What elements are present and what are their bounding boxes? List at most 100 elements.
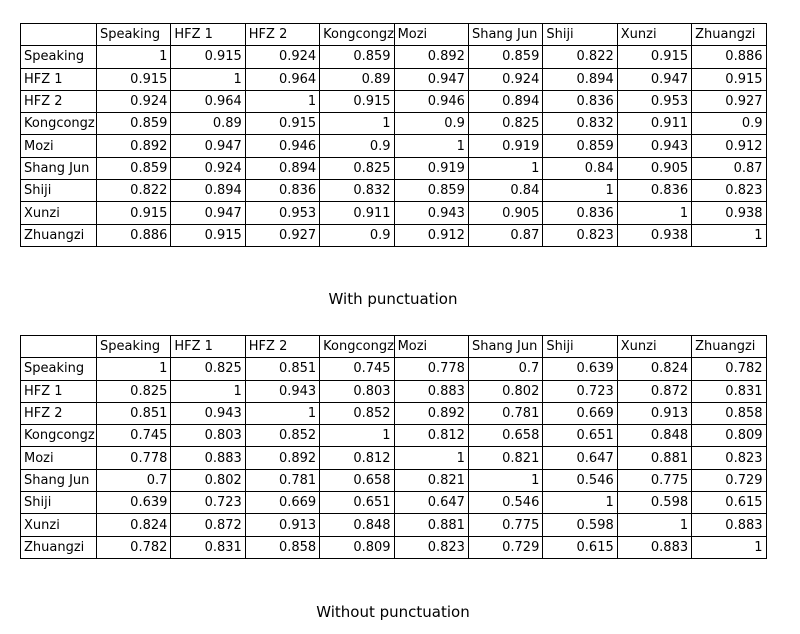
value-cell: 0.915 — [616, 45, 693, 69]
value-cell: 0.924 — [467, 67, 544, 91]
value-cell: 1 — [393, 446, 469, 470]
value-cell: 1 — [691, 535, 767, 559]
column-header: Shiji — [542, 22, 618, 47]
value-cell: 1 — [393, 134, 469, 158]
value-cell: 0.883 — [691, 513, 767, 537]
value-cell: 0.915 — [691, 67, 767, 91]
similarity-table: Speaking HFZ 1 HFZ 2 Kongcongz Mozi Shang Jun… — [20, 22, 767, 247]
value-cell: 0.822 — [95, 179, 172, 203]
column-header: HFZ 1 — [170, 22, 246, 47]
value-cell: 0.946 — [244, 134, 321, 158]
value-cell: 0.905 — [467, 201, 544, 225]
value-cell: 0.809 — [319, 535, 395, 559]
value-cell: 0.946 — [393, 89, 469, 114]
row-label: Zhuangzi — [20, 535, 97, 559]
column-header: Kongcongz — [319, 334, 395, 359]
column-header: HFZ 1 — [170, 334, 246, 359]
value-cell: 0.894 — [467, 89, 544, 114]
row-label: Xunzi — [20, 513, 97, 537]
value-cell: 0.938 — [616, 223, 693, 247]
header-row: Speaking HFZ 1 HFZ 2 Kongcongz Mozi Shang Jun… — [20, 334, 767, 359]
data-row: Xunzi 0.915 0.947 0.953 0.911 0.943 0.905 0.836… — [20, 201, 767, 225]
value-cell: 0.919 — [393, 156, 469, 181]
corner-cell — [20, 334, 97, 359]
value-cell: 0.859 — [95, 156, 172, 181]
row-label: Shiji — [20, 491, 97, 515]
value-cell: 1 — [542, 179, 618, 203]
column-header: Shiji — [542, 334, 618, 359]
value-cell: 0.915 — [244, 112, 321, 136]
value-cell: 0.872 — [616, 379, 693, 403]
value-cell: 0.883 — [170, 446, 246, 470]
row-label: Shang Jun — [20, 468, 97, 493]
value-cell: 0.824 — [616, 357, 693, 381]
data-row: Mozi 0.892 0.947 0.946 0.9 1 0.919 0.859 0.943 0.… — [20, 134, 767, 158]
value-cell: 0.924 — [244, 45, 321, 69]
value-cell: 0.886 — [95, 223, 172, 247]
value-cell: 0.892 — [95, 134, 172, 158]
value-cell: 0.803 — [170, 424, 246, 448]
value-cell: 0.823 — [393, 535, 469, 559]
value-cell: 0.831 — [691, 379, 767, 403]
value-cell: 0.87 — [691, 156, 767, 181]
value-cell: 0.915 — [170, 45, 246, 69]
column-header: Shang Jun — [467, 22, 544, 47]
data-row: Zhuangzi 0.886 0.915 0.927 0.9 0.912 0.87 0.823… — [20, 223, 767, 247]
value-cell: 0.859 — [393, 179, 469, 203]
value-cell: 0.651 — [542, 424, 618, 448]
column-header: Kongcongz — [319, 22, 395, 47]
value-cell: 0.658 — [319, 468, 395, 493]
value-cell: 0.859 — [542, 134, 618, 158]
value-cell: 0.821 — [393, 468, 469, 493]
data-row: Kongcongz 0.859 0.89 0.915 1 0.9 0.825 0.832 0.9… — [20, 112, 767, 136]
value-cell: 0.848 — [319, 513, 395, 537]
value-cell: 0.905 — [616, 156, 693, 181]
value-cell: 0.953 — [616, 89, 693, 114]
value-cell: 0.778 — [95, 446, 172, 470]
column-header: Xunzi — [616, 22, 693, 47]
value-cell: 1 — [319, 424, 395, 448]
value-cell: 0.894 — [244, 156, 321, 181]
value-cell: 0.836 — [542, 201, 618, 225]
value-cell: 0.943 — [616, 134, 693, 158]
value-cell: 1 — [467, 468, 544, 493]
value-cell: 0.782 — [691, 357, 767, 381]
value-cell: 0.778 — [393, 357, 469, 381]
header-row: Speaking HFZ 1 HFZ 2 Kongcongz Mozi Shang Jun… — [20, 22, 767, 47]
value-cell: 0.852 — [244, 424, 321, 448]
value-cell: 0.924 — [95, 89, 172, 114]
value-cell: 0.881 — [616, 446, 693, 470]
value-cell: 1 — [170, 67, 246, 91]
value-cell: 0.723 — [542, 379, 618, 403]
value-cell: 0.84 — [467, 179, 544, 203]
value-cell: 0.947 — [616, 67, 693, 91]
value-cell: 1 — [691, 223, 767, 247]
value-cell: 0.825 — [467, 112, 544, 136]
value-cell: 0.964 — [244, 67, 321, 91]
value-cell: 0.894 — [542, 67, 618, 91]
value-cell: 0.886 — [691, 45, 767, 69]
value-cell: 0.836 — [244, 179, 321, 203]
value-cell: 1 — [616, 513, 693, 537]
value-cell: 0.823 — [691, 446, 767, 470]
value-cell: 0.915 — [170, 223, 246, 247]
value-cell: 1 — [244, 401, 321, 426]
value-cell: 1 — [616, 201, 693, 225]
value-cell: 0.825 — [170, 357, 246, 381]
data-row: HFZ 1 0.825 1 0.943 0.803 0.883 0.802 0.723 0.87… — [20, 379, 767, 403]
value-cell: 0.809 — [691, 424, 767, 448]
value-cell: 0.84 — [542, 156, 618, 181]
value-cell: 0.881 — [393, 513, 469, 537]
value-cell: 0.883 — [616, 535, 693, 559]
column-header: Shang Jun — [467, 334, 544, 359]
table-caption: With punctuation — [328, 290, 458, 308]
table-caption: Without punctuation — [316, 603, 470, 621]
row-label: HFZ 2 — [20, 89, 97, 114]
value-cell: 0.823 — [691, 179, 767, 203]
column-header: HFZ 2 — [244, 22, 321, 47]
value-cell: 0.851 — [244, 357, 321, 381]
value-cell: 0.943 — [393, 201, 469, 225]
value-cell: 0.825 — [95, 379, 172, 403]
value-cell: 1 — [95, 357, 172, 381]
value-cell: 1 — [95, 45, 172, 69]
